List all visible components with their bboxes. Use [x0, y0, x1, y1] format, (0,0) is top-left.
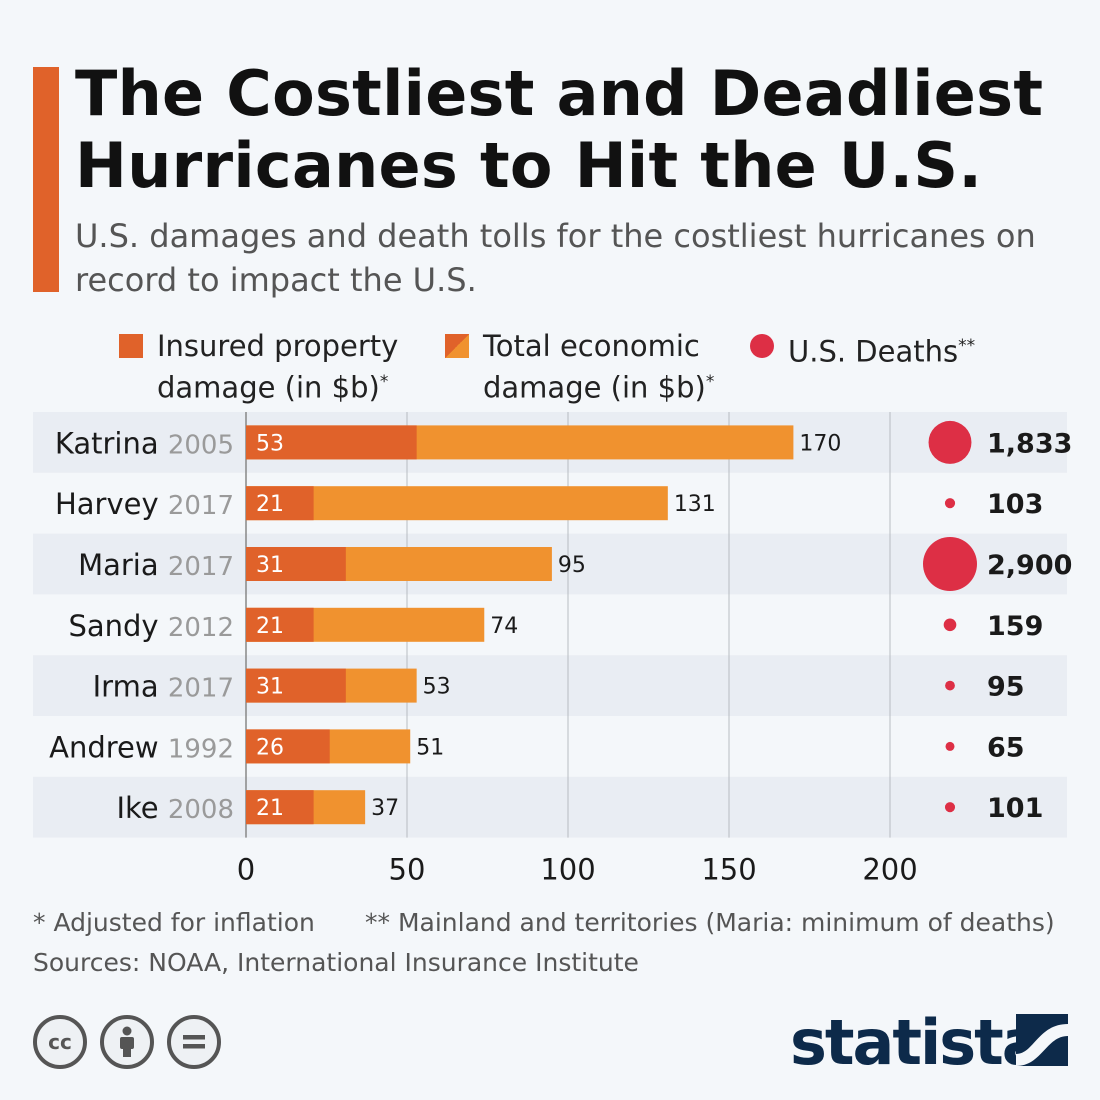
- legend-total-line1: Total economic: [483, 329, 700, 363]
- sources-note: Sources: NOAA, International Insurance I…: [33, 948, 639, 977]
- deaths-value-label: 65: [987, 732, 1025, 763]
- hurricane-name: Andrew: [49, 730, 168, 764]
- hurricane-year: 2008: [168, 795, 234, 825]
- insured-damage-bar: [246, 668, 346, 703]
- row-band: [33, 655, 1067, 716]
- statista-logo-text: statista: [790, 1006, 1044, 1079]
- deaths-bubble: [944, 498, 956, 509]
- deaths-bubble: [944, 802, 956, 813]
- total-value-label: 170: [799, 431, 841, 456]
- statista-logo-icon: [1016, 1014, 1068, 1066]
- category-label: Harvey 2017: [55, 487, 234, 521]
- category-label: Ike 2008: [116, 791, 234, 825]
- legend-insured-line2: damage (in $b): [157, 370, 380, 405]
- insured-value-label: 21: [256, 614, 284, 639]
- legend-deaths-label: U.S. Deaths: [788, 334, 959, 369]
- x-tick-label: 150: [701, 853, 756, 880]
- category-label: Sandy 2012: [68, 609, 234, 643]
- footnote-territories: ** Mainland and territories (Maria: mini…: [365, 908, 1055, 937]
- total-value-label: 53: [423, 675, 451, 700]
- deaths-bubble: [928, 420, 972, 464]
- total-value-label: 131: [674, 492, 716, 517]
- hurricane-year: 2017: [168, 552, 234, 582]
- insured-value-label: 31: [256, 553, 284, 578]
- hurricane-name: Katrina: [55, 426, 168, 460]
- deaths-bubble: [945, 741, 955, 751]
- nd-equals-icon: [167, 1015, 221, 1069]
- insured-value-label: 26: [256, 735, 284, 760]
- insured-value-label: 53: [256, 431, 284, 456]
- deaths-value-label: 159: [987, 611, 1043, 642]
- hurricane-year: 2012: [168, 613, 234, 643]
- deaths-value-label: 101: [987, 793, 1043, 824]
- x-tick-label: 50: [389, 853, 426, 880]
- legend-total: Total economic damage (in $b)*: [445, 328, 714, 406]
- total-value-label: 37: [371, 796, 399, 821]
- deaths-value-label: 95: [987, 672, 1025, 703]
- insured-value-label: 21: [256, 796, 284, 821]
- deaths-value-label: 1,833: [987, 428, 1072, 459]
- insured-damage-bar: [246, 486, 314, 521]
- insured-damage-bar: [246, 790, 314, 825]
- hurricane-name: Sandy: [68, 609, 167, 643]
- hurricane-name: Maria: [78, 548, 168, 582]
- legend-insured-mark: *: [379, 372, 389, 392]
- chart-title: The Costliest and Deadliest Hurricanes t…: [75, 57, 1044, 202]
- category-label: Maria 2017: [78, 548, 234, 582]
- legend-total-mark: *: [705, 372, 715, 392]
- insured-damage-bar: [246, 547, 346, 581]
- x-tick-label: 0: [237, 853, 255, 880]
- hurricane-name: Ike: [116, 791, 167, 825]
- by-person-icon: [100, 1015, 154, 1069]
- legend-total-line2: damage (in $b): [483, 370, 706, 405]
- hurricane-name: Irma: [93, 670, 168, 704]
- hurricane-year: 2017: [168, 491, 234, 521]
- legend-insured: Insured property damage (in $b)*: [119, 328, 398, 406]
- legend-insured-swatch: [119, 334, 143, 358]
- x-tick-label: 100: [540, 853, 595, 880]
- hurricane-chart: Katrina 2005 53 170 1,833 Harvey 2017 21 131 10…: [33, 412, 1072, 880]
- insured-damage-bar: [246, 729, 330, 764]
- category-label: Andrew 1992: [49, 730, 234, 764]
- insured-damage-bar: [246, 607, 314, 642]
- title-accent-bar: [33, 67, 59, 292]
- hurricane-year: 2017: [168, 674, 234, 704]
- category-label: Irma 2017: [93, 670, 234, 704]
- legend-insured-line1: Insured property: [157, 329, 399, 363]
- deaths-bubble: [923, 537, 977, 591]
- deaths-value-label: 2,900: [987, 550, 1072, 581]
- footnote-inflation: * Adjusted for inflation: [33, 908, 315, 937]
- deaths-bubble: [943, 618, 957, 632]
- category-label: Katrina 2005: [55, 426, 234, 460]
- hurricane-year: 1992: [168, 734, 234, 764]
- legend-deaths-dot: [750, 334, 774, 358]
- total-value-label: 51: [416, 735, 444, 760]
- total-damage-bar: [246, 486, 668, 521]
- hurricane-year: 2005: [168, 430, 234, 460]
- insured-value-label: 21: [256, 492, 284, 517]
- deaths-value-label: 103: [987, 489, 1043, 520]
- chart-subtitle: U.S. damages and death tolls for the cos…: [75, 217, 1036, 299]
- legend-deaths: U.S. Deaths**: [750, 328, 975, 370]
- hurricane-name: Harvey: [55, 487, 168, 521]
- deaths-bubble: [945, 680, 955, 691]
- legend-deaths-mark: **: [958, 336, 976, 356]
- legend-total-swatch: [445, 334, 469, 358]
- x-tick-label: 200: [862, 853, 917, 880]
- insured-damage-bar: [246, 425, 417, 460]
- cc-icon: cc: [33, 1015, 87, 1069]
- total-value-label: 74: [490, 614, 518, 639]
- total-value-label: 95: [558, 553, 586, 578]
- row-band: [33, 776, 1067, 838]
- insured-value-label: 31: [256, 675, 284, 700]
